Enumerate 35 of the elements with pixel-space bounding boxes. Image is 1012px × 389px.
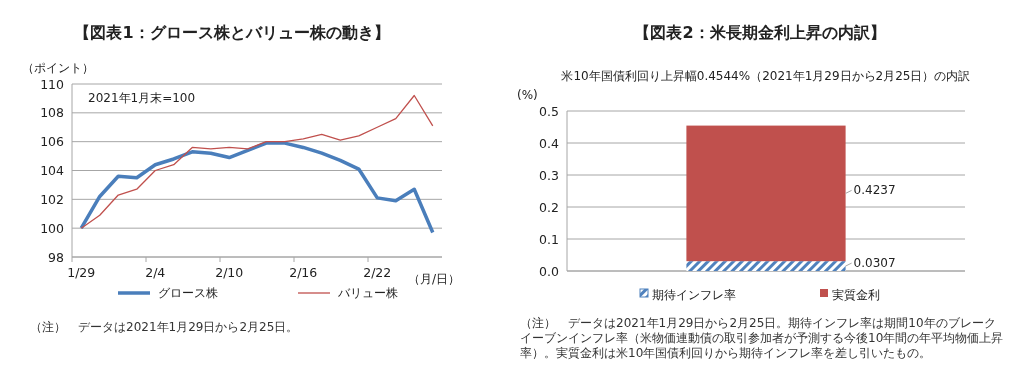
y-axis-title: （ポイント）	[22, 61, 94, 75]
data-label: 0.4237	[853, 183, 896, 198]
y-tick-label: 110	[40, 76, 65, 92]
y-tick-label: 0.0	[539, 263, 560, 279]
y-tick-label: 98	[48, 249, 65, 265]
x-tick-label: 2/10	[215, 265, 244, 280]
y-tick-label: 0.2	[539, 199, 559, 215]
x-axis-title: （月/日）	[408, 272, 461, 286]
y-tick-label: 104	[40, 163, 65, 178]
legend-label: バリュー株	[337, 286, 398, 300]
annotation: 2021年1月末=100	[88, 91, 196, 105]
y-tick-label: 106	[40, 134, 65, 150]
chart-subtitle: 米10年国債利回り上昇幅0.4544%（2021年1月29日から2月25日）の内訳	[561, 69, 971, 83]
text: （注） データは2021年1月29日から2月25日。期待インフレ率は期間10年のブレークイーブンインフレ率（米物価連動債の取引参加者が予測する今後10年間の年平均物価上昇率）。実質金利は米10年国債利回りから期待インフレ率を差し引いたもの。	[520, 316, 1005, 361]
x-tick-label: 2/16	[289, 265, 318, 280]
line-series	[79, 141, 435, 235]
y-tick-label: 0.5	[539, 103, 559, 119]
legend-label: 期待インフレ率	[652, 288, 736, 302]
x-tick-label: 2/22	[363, 265, 392, 280]
x-tick-label: 2/4	[145, 265, 166, 280]
line-series	[80, 94, 434, 229]
chart-title: 【図表1：グロース株とバリュー株の動き】	[74, 23, 390, 42]
legend-label: グロース株	[158, 286, 218, 300]
y-tick-label: 0.4	[539, 135, 560, 151]
chart-title: 【図表2：米長期金利上昇の内訳】	[634, 23, 886, 42]
y-tick-label: 102	[40, 191, 64, 207]
data-label: 0.0307	[853, 256, 896, 271]
text: （注） データは2021年1月29日から2月25日。	[30, 320, 300, 335]
y-axis-title: (%)	[517, 88, 538, 102]
y-tick-label: 0.3	[539, 167, 559, 183]
y-tick-label: 100	[40, 220, 65, 236]
y-tick-label: 108	[40, 105, 65, 121]
x-tick-label: 1/29	[67, 265, 96, 280]
y-tick-label: 0.1	[539, 231, 559, 247]
legend-label: 実質金利	[832, 288, 880, 302]
